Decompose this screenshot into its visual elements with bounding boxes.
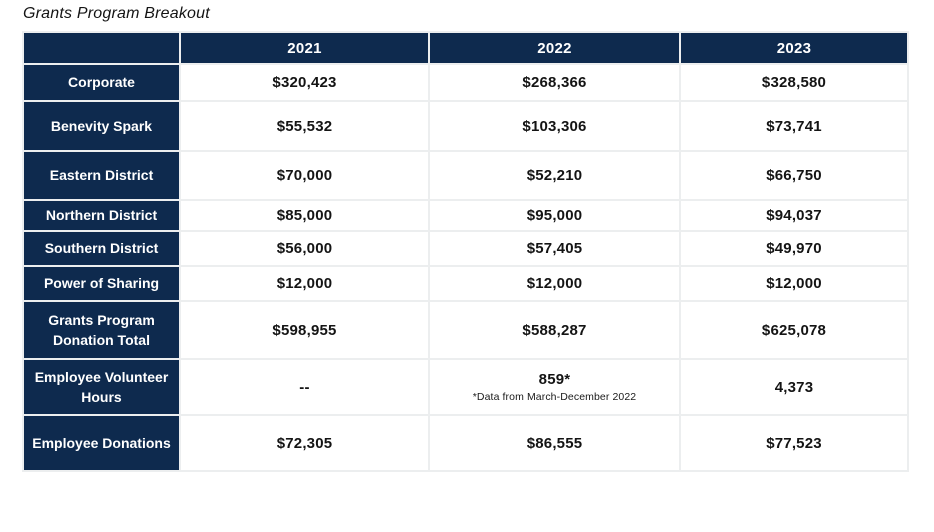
cell-value: $94,037 — [679, 199, 909, 232]
cell-value: 859* — [538, 371, 571, 388]
cell-value: $52,210 — [428, 150, 681, 201]
cell-value: $12,000 — [679, 265, 909, 302]
cell-value: $268,366 — [428, 63, 681, 102]
grants-breakout-table: 2021 2022 2023 Corporate $320,423 $268,3… — [22, 31, 909, 472]
table-row: Power of Sharing $12,000 $12,000 $12,000 — [22, 265, 909, 302]
cell-value: $95,000 — [428, 199, 681, 232]
table-row: Eastern District $70,000 $52,210 $66,750 — [22, 150, 909, 201]
row-label: Power of Sharing — [22, 265, 181, 302]
table-header-row: 2021 2022 2023 — [22, 31, 909, 65]
row-label: Employee Donations — [22, 414, 181, 472]
row-label: Southern District — [22, 230, 181, 267]
cell-value: -- — [179, 358, 430, 416]
cell-value: $328,580 — [679, 63, 909, 102]
cell-value: $12,000 — [179, 265, 430, 302]
cell-value: $598,955 — [179, 300, 430, 360]
cell-value: $70,000 — [179, 150, 430, 201]
row-label: Eastern District — [22, 150, 181, 201]
table-row: Employee Donations $72,305 $86,555 $77,5… — [22, 414, 909, 472]
cell-value: $66,750 — [679, 150, 909, 201]
cell-value: $12,000 — [428, 265, 681, 302]
cell-value: $57,405 — [428, 230, 681, 267]
cell-value: $49,970 — [679, 230, 909, 267]
table-row: Northern District $85,000 $95,000 $94,03… — [22, 199, 909, 232]
table-row: Southern District $56,000 $57,405 $49,97… — [22, 230, 909, 267]
cell-value: $103,306 — [428, 100, 681, 152]
cell-value: $77,523 — [679, 414, 909, 472]
row-label: Employee Volunteer Hours — [22, 358, 181, 416]
column-header-2021: 2021 — [179, 31, 430, 65]
row-label: Grants Program Donation Total — [22, 300, 181, 360]
cell-value: $320,423 — [179, 63, 430, 102]
cell-value: $85,000 — [179, 199, 430, 232]
table-row: Grants Program Donation Total $598,955 $… — [22, 300, 909, 360]
cell-value: $86,555 — [428, 414, 681, 472]
cell-value: $588,287 — [428, 300, 681, 360]
cell-value: $56,000 — [179, 230, 430, 267]
row-label: Northern District — [22, 199, 181, 232]
column-header-2022: 2022 — [428, 31, 681, 65]
cell-value: $73,741 — [679, 100, 909, 152]
cell-value: $72,305 — [179, 414, 430, 472]
cell-value: $625,078 — [679, 300, 909, 360]
table-row: Employee Volunteer Hours -- 859* *Data f… — [22, 358, 909, 416]
column-header-2023: 2023 — [679, 31, 909, 65]
table-row: Corporate $320,423 $268,366 $328,580 — [22, 63, 909, 102]
table-row: Benevity Spark $55,532 $103,306 $73,741 — [22, 100, 909, 152]
cell-value-with-footnote: 859* *Data from March-December 2022 — [428, 358, 681, 416]
corner-cell — [22, 31, 181, 65]
cell-value: $55,532 — [179, 100, 430, 152]
page-title: Grants Program Breakout — [23, 5, 210, 22]
footnote: *Data from March-December 2022 — [472, 391, 637, 403]
row-label: Benevity Spark — [22, 100, 181, 152]
cell-value: 4,373 — [679, 358, 909, 416]
row-label: Corporate — [22, 63, 181, 102]
